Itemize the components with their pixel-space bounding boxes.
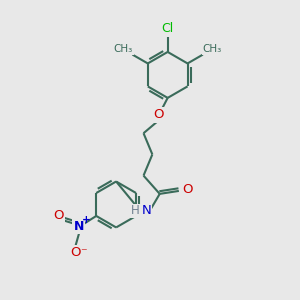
Text: ⁻: ⁻ (80, 246, 86, 259)
Text: +: + (82, 215, 90, 225)
Text: O: O (53, 208, 64, 222)
Text: CH₃: CH₃ (113, 44, 133, 54)
Text: Cl: Cl (161, 22, 174, 35)
Text: N: N (142, 205, 151, 218)
Text: H: H (131, 205, 140, 218)
Text: O: O (182, 183, 192, 196)
Text: CH₃: CH₃ (203, 44, 222, 54)
Text: N: N (74, 220, 84, 233)
Text: O: O (70, 246, 81, 259)
Text: O: O (154, 109, 164, 122)
